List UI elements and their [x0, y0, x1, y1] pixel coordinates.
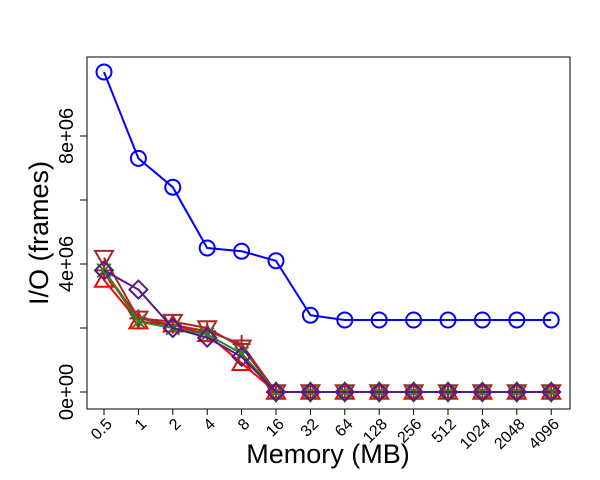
data-point — [199, 326, 215, 342]
y-tick-label: 8e+06 — [56, 108, 78, 164]
x-tick-label: 4 — [201, 416, 219, 434]
data-point — [129, 309, 148, 328]
plot-frame — [86, 56, 571, 410]
data-point — [196, 327, 218, 349]
data-point — [403, 381, 425, 403]
x-tick-label: 2048 — [491, 416, 528, 453]
x-tick-label: 32 — [298, 416, 323, 441]
x-tick-label: 0.5 — [88, 416, 116, 444]
data-point — [299, 381, 321, 403]
y-axis-title: I/O (frames) — [24, 161, 54, 305]
data-point — [233, 242, 251, 260]
data-point — [164, 178, 182, 196]
series — [93, 268, 562, 400]
data-point — [540, 381, 562, 403]
series-line — [103, 71, 552, 321]
x-tick-label: 16 — [263, 416, 288, 441]
x-tick-label: 512 — [429, 416, 460, 447]
y-tick-label: 0e+00 — [56, 364, 78, 420]
data-point — [506, 381, 528, 403]
data-point — [267, 252, 285, 270]
data-point — [370, 311, 388, 329]
data-point — [334, 381, 356, 403]
data-point — [508, 311, 526, 329]
data-point — [93, 259, 115, 281]
data-point — [471, 381, 493, 403]
data-point — [336, 311, 354, 329]
series-line — [103, 269, 552, 393]
data-point — [542, 311, 560, 329]
series — [93, 259, 562, 403]
data-point — [95, 63, 113, 81]
data-point — [368, 381, 390, 403]
data-point — [405, 311, 423, 329]
series-layer — [93, 63, 562, 404]
data-point — [439, 311, 457, 329]
data-point — [234, 346, 250, 362]
y-axis: 0e+00 4e+06 8e+06 — [56, 108, 88, 420]
data-point — [162, 317, 184, 339]
data-point — [265, 381, 287, 403]
x-tick-label: 2 — [166, 416, 184, 434]
x-tick-label: 4096 — [526, 416, 563, 453]
data-point — [129, 149, 147, 167]
x-tick-label: 1024 — [457, 416, 494, 453]
data-point — [93, 249, 115, 269]
x-tick-label: 64 — [332, 416, 357, 441]
x-tick-label: 8 — [235, 416, 253, 434]
data-point — [301, 306, 319, 324]
data-point — [127, 279, 149, 301]
data-point — [231, 346, 253, 368]
y-tick-label: 4e+06 — [56, 236, 78, 292]
x-axis-title: Memory (MB) — [246, 439, 410, 469]
data-point — [198, 239, 216, 257]
data-point — [232, 335, 251, 353]
x-tick-label: 1 — [132, 416, 150, 434]
series — [95, 63, 560, 329]
data-point — [437, 381, 459, 403]
data-point — [473, 311, 491, 329]
data-point — [130, 314, 146, 330]
